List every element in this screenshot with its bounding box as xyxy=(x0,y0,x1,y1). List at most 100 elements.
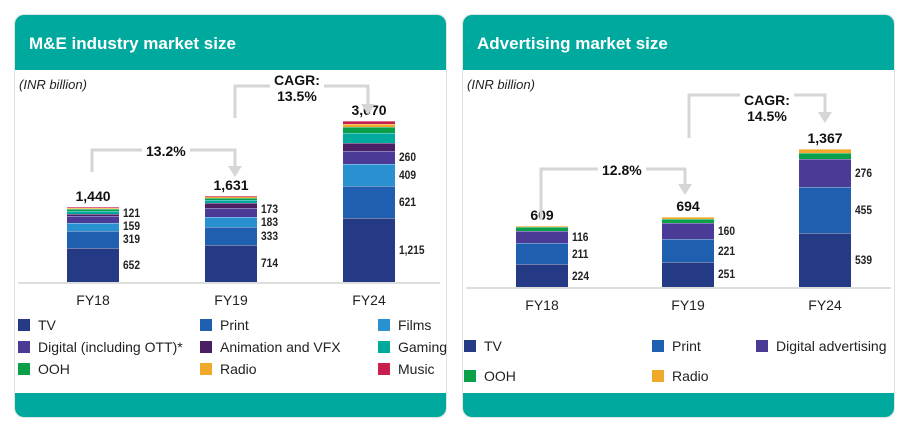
baseline xyxy=(466,287,891,289)
bar-segment-radio xyxy=(662,216,714,220)
legend-item-ooh: OOH xyxy=(464,368,516,384)
legend-label: Print xyxy=(672,338,701,354)
value-label: 652 xyxy=(123,257,141,272)
legend-label: Films xyxy=(398,317,432,333)
legend-item-digital: Digital (including OTT)* xyxy=(18,339,183,355)
legend-swatch xyxy=(18,319,30,331)
arrowhead-icon xyxy=(818,112,832,123)
bar-segment-radio xyxy=(343,123,395,128)
bar-segment-radio xyxy=(799,149,851,153)
panel-title: M&E industry market size xyxy=(15,15,446,70)
bar-segment-digital xyxy=(799,158,851,187)
value-label: 160 xyxy=(718,224,736,239)
bar-segment-animation xyxy=(205,203,257,209)
bar-segment-digital xyxy=(67,216,119,223)
legend-item-gaming: Gaming xyxy=(378,339,447,355)
bar-segment-music xyxy=(343,121,395,124)
bar-segment-films xyxy=(67,222,119,232)
bar-segment-digital xyxy=(516,231,568,244)
total-label: 694 xyxy=(676,197,700,214)
legend-item-tv: TV xyxy=(18,317,56,333)
value-label: 455 xyxy=(855,202,873,217)
bar-segment-print xyxy=(205,227,257,245)
legend-swatch xyxy=(200,363,212,375)
legend-label: OOH xyxy=(38,361,70,377)
legend-label: Digital advertising xyxy=(776,338,887,354)
value-label: 319 xyxy=(123,232,141,247)
bar-segment-tv xyxy=(516,264,568,287)
panel-footer xyxy=(15,393,446,417)
value-label: 621 xyxy=(399,194,417,209)
legend-swatch xyxy=(200,319,212,331)
value-label: 224 xyxy=(572,268,590,283)
panel-title: Advertising market size xyxy=(463,15,894,70)
bar-segment-gaming xyxy=(343,132,395,143)
legend-label: Animation and VFX xyxy=(220,339,341,355)
bar-segment-radio xyxy=(516,225,568,228)
legend-swatch xyxy=(652,370,664,382)
bar-segment-animation xyxy=(67,213,119,217)
value-label: 221 xyxy=(718,243,736,258)
value-label: 183 xyxy=(261,215,279,230)
legend-item-films: Films xyxy=(378,317,431,333)
bar-segment-print xyxy=(662,239,714,262)
baseline xyxy=(18,282,440,284)
value-label: 1,215 xyxy=(399,243,425,258)
legend-item-ooh: OOH xyxy=(18,361,70,377)
legend-swatch xyxy=(378,363,390,375)
legend-label: Print xyxy=(220,317,249,333)
bar-segment-print xyxy=(516,243,568,265)
legend-label: Music xyxy=(398,361,435,377)
total-label: 1,367 xyxy=(807,130,843,146)
legend-swatch xyxy=(756,340,768,352)
bar-segment-gaming xyxy=(205,200,257,204)
legend-item-digital: Digital advertising xyxy=(756,338,887,354)
total-label: 1,440 xyxy=(75,187,111,204)
bar-segment-tv xyxy=(799,232,851,287)
category-label: FY24 xyxy=(808,297,842,313)
legend-label: TV xyxy=(38,317,56,333)
legend-swatch xyxy=(378,319,390,331)
bar-segment-ooh xyxy=(343,127,395,133)
value-label: 409 xyxy=(399,167,417,182)
bar-segment-digital xyxy=(205,208,257,218)
legend-swatch xyxy=(200,341,212,353)
bar-segment-print xyxy=(67,231,119,248)
bar-segment-print xyxy=(343,185,395,219)
value-label: 714 xyxy=(261,256,279,271)
bar-segment-radio xyxy=(67,207,119,210)
bar-segment-tv xyxy=(67,247,119,282)
bar-segment-ooh xyxy=(799,152,851,159)
legend-swatch xyxy=(652,340,664,352)
legend-swatch xyxy=(18,341,30,353)
value-label: 116 xyxy=(572,230,589,245)
legend-item-print: Print xyxy=(200,317,249,333)
arrowhead-icon xyxy=(228,166,242,177)
legend-swatch xyxy=(378,341,390,353)
legend-item-music: Music xyxy=(378,361,435,377)
category-label: FY19 xyxy=(671,297,705,313)
bar-segment-music xyxy=(205,195,257,197)
cagr-label: 12.8% xyxy=(598,162,646,178)
value-label: 159 xyxy=(123,219,141,234)
bar-segment-digital xyxy=(343,150,395,165)
value-label: 173 xyxy=(261,202,279,217)
value-label: 333 xyxy=(261,228,279,243)
legend-item-radio: Radio xyxy=(200,361,257,377)
bar-segment-tv xyxy=(343,218,395,282)
category-label: FY24 xyxy=(352,292,386,308)
bar-segment-tv xyxy=(662,261,714,287)
bar-segment-ooh xyxy=(662,219,714,224)
legend-label: Gaming xyxy=(398,339,448,355)
cagr-label: CAGR: 13.5% xyxy=(270,72,324,104)
bar-segment-films xyxy=(343,164,395,186)
panel-footer xyxy=(463,393,894,417)
arrowhead-icon xyxy=(678,184,692,195)
value-label: 276 xyxy=(855,165,873,180)
value-label: 539 xyxy=(855,252,873,267)
value-label: 211 xyxy=(572,246,589,261)
legend-item-radio: Radio xyxy=(652,368,709,384)
value-label: 251 xyxy=(718,267,736,282)
bar-segment-gaming xyxy=(67,211,119,214)
